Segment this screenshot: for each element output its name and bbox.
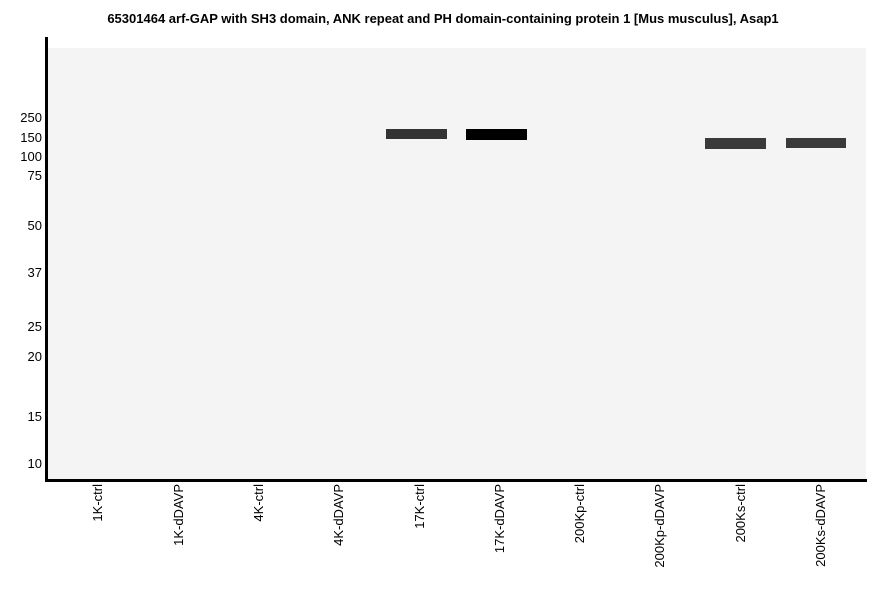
mw-marker-15: 15 — [27, 409, 42, 424]
figure-title: 65301464 arf-GAP with SH3 domain, ANK re… — [107, 11, 779, 26]
mw-marker-37: 37 — [27, 265, 42, 280]
mw-marker-50: 50 — [27, 218, 42, 233]
mw-marker-75: 75 — [27, 168, 42, 183]
mw-marker-150: 150 — [20, 130, 42, 145]
lane-label-200Ks-dDAVP: 200Ks-dDAVP — [813, 484, 828, 567]
mw-marker-100: 100 — [20, 149, 42, 164]
lane-label-1K-ctrl: 1K-ctrl — [90, 484, 105, 522]
lane-label-17K-ctrl: 17K-ctrl — [412, 484, 427, 529]
x-axis-line — [45, 479, 867, 482]
mw-marker-250: 250 — [20, 110, 42, 125]
y-axis-line — [45, 37, 48, 482]
lane-label-200Kp-ctrl: 200Kp-ctrl — [572, 484, 587, 544]
protein-band-200Ks-dDAVP — [786, 138, 846, 148]
protein-band-200Ks-ctrl — [705, 138, 766, 149]
mw-marker-25: 25 — [27, 319, 42, 334]
lane-label-200Ks-ctrl: 200Ks-ctrl — [733, 484, 748, 543]
lane-label-4K-ctrl: 4K-ctrl — [251, 484, 266, 522]
lane-label-4K-dDAVP: 4K-dDAVP — [331, 484, 346, 546]
mw-marker-10: 10 — [27, 456, 42, 471]
plot-area — [48, 48, 866, 480]
protein-band-17K-dDAVP — [466, 129, 527, 140]
lane-label-17K-dDAVP: 17K-dDAVP — [492, 484, 507, 554]
lane-label-200Kp-dDAVP: 200Kp-dDAVP — [652, 484, 667, 568]
protein-band-17K-ctrl — [386, 129, 447, 139]
lane-label-1K-dDAVP: 1K-dDAVP — [171, 484, 186, 546]
mw-marker-20: 20 — [27, 349, 42, 364]
